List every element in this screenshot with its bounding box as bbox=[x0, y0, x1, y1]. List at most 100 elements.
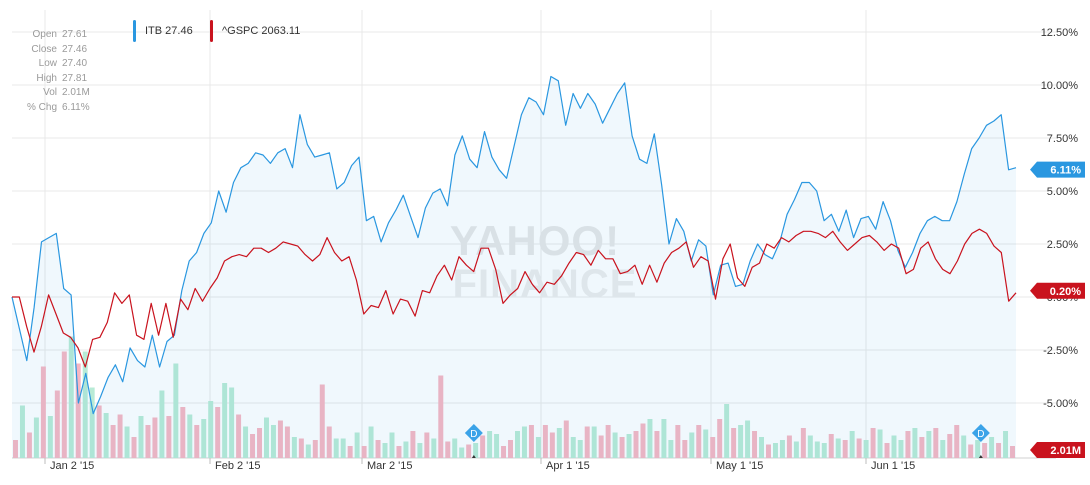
volume-bar bbox=[766, 444, 771, 458]
y-tick-label: 10.00% bbox=[1041, 80, 1079, 92]
volume-bar bbox=[800, 428, 806, 458]
volume-bar bbox=[989, 437, 995, 458]
volume-bar bbox=[222, 383, 228, 458]
volume-bar bbox=[40, 366, 46, 458]
volume-bar bbox=[731, 428, 737, 458]
legend-item-itb[interactable]: ITB 27.46 bbox=[133, 14, 193, 48]
volume-bar bbox=[68, 336, 74, 458]
volume-bar bbox=[298, 438, 304, 458]
ohlc-open-label: Open bbox=[32, 29, 57, 40]
volume-bar bbox=[33, 417, 39, 458]
volume-bar bbox=[996, 443, 1002, 458]
dividend-marker-tick bbox=[978, 455, 983, 458]
volume-bar bbox=[570, 437, 576, 458]
ohlc-high-value: 27.81 bbox=[62, 72, 88, 84]
volume-bar bbox=[947, 434, 953, 458]
volume-bar bbox=[515, 431, 520, 458]
dividend-marker-diamond bbox=[464, 424, 483, 442]
ohlc-vol: Vol 2.01M bbox=[14, 86, 90, 101]
volume-bar bbox=[180, 407, 186, 458]
volume-bar bbox=[284, 426, 290, 458]
legend-item-gspc[interactable]: ^GSPC 2063.11 bbox=[210, 14, 300, 48]
volume-bar bbox=[675, 425, 681, 458]
yahoo-finance-watermark: YAHOO! FINANCE bbox=[450, 217, 636, 306]
grid-lines bbox=[12, 10, 1056, 459]
volume-bar bbox=[940, 440, 946, 458]
volume-bar bbox=[54, 390, 60, 458]
volume-bar bbox=[270, 425, 276, 458]
last-label-volume-bg bbox=[1030, 442, 1085, 458]
dividend-marker[interactable]: D bbox=[971, 424, 990, 458]
ohlc-chg-label: % Chg bbox=[26, 101, 57, 113]
legend-swatch-itb bbox=[133, 20, 136, 42]
volume-bar bbox=[828, 434, 834, 458]
volume-bar bbox=[236, 414, 242, 458]
volume-bar bbox=[466, 444, 472, 458]
volume-bar bbox=[250, 434, 256, 458]
volume-bar bbox=[159, 390, 165, 458]
volume-bar bbox=[786, 435, 792, 458]
volume-bar bbox=[689, 432, 695, 458]
volume-bar bbox=[912, 428, 918, 458]
ohlc-high-label: High bbox=[36, 72, 57, 84]
volume-bar bbox=[521, 426, 527, 458]
volume-bar bbox=[919, 437, 925, 458]
volume-bar bbox=[640, 423, 646, 458]
volume-bar bbox=[117, 414, 123, 458]
last-label-itb: 6.11% bbox=[1050, 165, 1081, 177]
volume-bar bbox=[807, 435, 813, 458]
x-tick-label: May 1 '15 bbox=[716, 460, 763, 472]
volume-bar bbox=[312, 440, 318, 458]
volume-bar bbox=[842, 440, 848, 458]
dividend-marker-label: D bbox=[470, 429, 477, 440]
volume-bar bbox=[849, 431, 855, 458]
ohlc-close-label: Close bbox=[31, 43, 57, 55]
volume-bar bbox=[264, 417, 269, 458]
y-tick-label: -2.50% bbox=[1043, 345, 1078, 357]
volume-bar bbox=[549, 432, 555, 458]
volume-bar bbox=[305, 444, 311, 458]
volume-bar bbox=[145, 425, 151, 458]
last-value-labels: 6.11% 0.20% 2.01M bbox=[1030, 161, 1085, 458]
y-axis: 12.50%10.00%7.50%5.00%2.50%0.00%-2.50%-5… bbox=[1041, 27, 1079, 410]
volume-bar bbox=[835, 438, 841, 458]
volume-bar bbox=[501, 446, 507, 458]
last-label-volume: 2.01M bbox=[1050, 445, 1081, 457]
volume-bar bbox=[898, 440, 904, 458]
x-tick-label: Apr 1 '15 bbox=[546, 460, 590, 472]
ohlc-vol-label: Vol bbox=[43, 87, 57, 98]
volume-bars bbox=[13, 336, 1015, 458]
volume-bar bbox=[933, 428, 939, 458]
volume-bar bbox=[375, 440, 381, 458]
volume-bar bbox=[954, 425, 960, 458]
volume-bar bbox=[13, 440, 18, 458]
volume-bar bbox=[884, 443, 890, 458]
volume-bar bbox=[528, 425, 534, 458]
x-axis: Jan 2 '15 Feb 2 '15 Mar 2 '15 Apr 1 '15 May … bbox=[44, 458, 915, 472]
ohlc-low: Low 27.40 bbox=[14, 57, 90, 72]
volume-bar bbox=[354, 432, 360, 458]
volume-bar bbox=[382, 443, 388, 458]
legend-label-gspc: ^GSPC 2063.11 bbox=[222, 25, 301, 37]
volume-bar bbox=[1010, 446, 1015, 458]
ohlc-open-value: 27.61 bbox=[62, 29, 88, 40]
volume-bar bbox=[870, 428, 876, 458]
volume-bar bbox=[138, 416, 144, 458]
volume-bar bbox=[542, 425, 548, 458]
series-lines bbox=[11, 75, 1017, 458]
volume-bar bbox=[863, 440, 869, 458]
volume-bar bbox=[738, 425, 744, 458]
volume-bar bbox=[703, 429, 709, 458]
volume-bar bbox=[396, 446, 402, 458]
volume-bar bbox=[905, 431, 911, 458]
volume-bar bbox=[243, 426, 249, 458]
volume-bar bbox=[166, 416, 172, 458]
series-area-itb bbox=[12, 76, 1016, 458]
volume-bar bbox=[814, 441, 820, 458]
dividend-marker[interactable]: D bbox=[464, 424, 483, 458]
last-label-itb-bg bbox=[1030, 161, 1085, 178]
volume-bar bbox=[410, 431, 416, 458]
volume-bar bbox=[445, 441, 451, 458]
volume-bar bbox=[647, 419, 653, 458]
